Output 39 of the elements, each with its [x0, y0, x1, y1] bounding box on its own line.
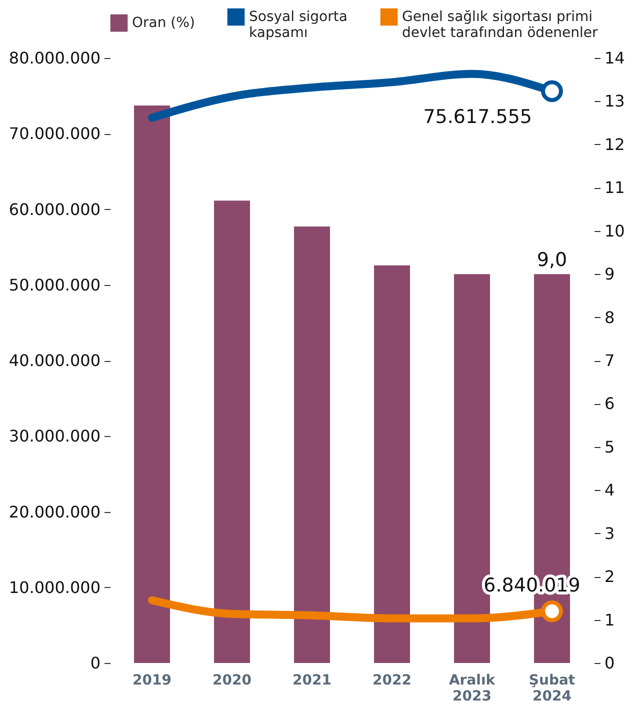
y-tick-label: 20.000.000 — [8, 502, 100, 522]
y2-tick-label: 5 — [604, 437, 615, 456]
data-label: 75.617.555 — [423, 106, 532, 128]
bar — [214, 200, 250, 663]
y2-tick-label: 9 — [604, 264, 615, 284]
y-tick-label: 10.000.000 — [8, 578, 100, 597]
y2-tick-label: 3 — [604, 524, 615, 543]
y-tick-label: 30.000.000 — [8, 426, 100, 446]
x-tick-label: 2020 — [212, 672, 252, 688]
x-tick-label: Aralık 2023 — [448, 672, 496, 704]
y2-tick-label: 6 — [604, 394, 615, 414]
y2-tick-label: 11 — [604, 178, 625, 198]
x-tick-label: 2022 — [372, 672, 412, 688]
x-tick-label: 2019 — [132, 672, 172, 688]
y2-tick-label: 13 — [604, 92, 625, 111]
bar — [134, 106, 170, 663]
legend-label: Genel sağlık sigortası primi devlet tarafından ödenenler — [402, 9, 598, 41]
y-tick-label: 60.000.000 — [8, 200, 100, 219]
legend-label: Sosyal sigorta kapsamı — [249, 9, 348, 41]
y-tick-label: 0 — [90, 654, 100, 672]
y2-tick-label: 8 — [604, 308, 615, 327]
x-tick-label: Şubat 2024 — [528, 672, 576, 704]
y2-tick-label: 1 — [604, 610, 615, 630]
legend-label: Oran (%) — [132, 15, 195, 32]
y2-tick-label: 10 — [604, 221, 625, 240]
bar — [294, 226, 330, 663]
y2-tick-label: 4 — [604, 480, 615, 500]
y-tick-label: 40.000.000 — [8, 351, 100, 370]
x-tick-label: 2021 — [292, 672, 332, 688]
y2-tick-label: 7 — [604, 351, 615, 370]
y2-tick-label: 2 — [604, 567, 615, 586]
y-tick-label: 80.000.000 — [8, 48, 100, 68]
y-tick-label: 70.000.000 — [8, 124, 100, 144]
y2-tick-label: 12 — [604, 134, 625, 154]
y2-tick-label: 14 — [604, 48, 625, 68]
data-label: 9,0 — [536, 249, 568, 272]
y-tick-label: 50.000.000 — [8, 275, 100, 294]
bar — [374, 265, 410, 663]
y2-tick-label: 0 — [604, 654, 615, 672]
